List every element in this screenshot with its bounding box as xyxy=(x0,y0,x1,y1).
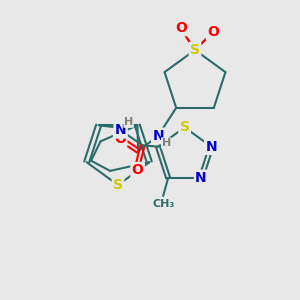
Text: H: H xyxy=(124,117,133,127)
Text: S: S xyxy=(113,178,123,192)
Text: CH₃: CH₃ xyxy=(152,199,174,209)
Text: N: N xyxy=(115,123,126,137)
Text: N: N xyxy=(195,171,207,185)
Text: O: O xyxy=(207,25,219,39)
Text: S: S xyxy=(180,120,190,134)
Text: H: H xyxy=(162,138,171,148)
Text: S: S xyxy=(190,43,200,57)
Text: N: N xyxy=(152,129,164,143)
Text: O: O xyxy=(175,21,187,35)
Text: O: O xyxy=(114,132,126,146)
Text: N: N xyxy=(206,140,217,154)
Text: O: O xyxy=(132,163,143,177)
